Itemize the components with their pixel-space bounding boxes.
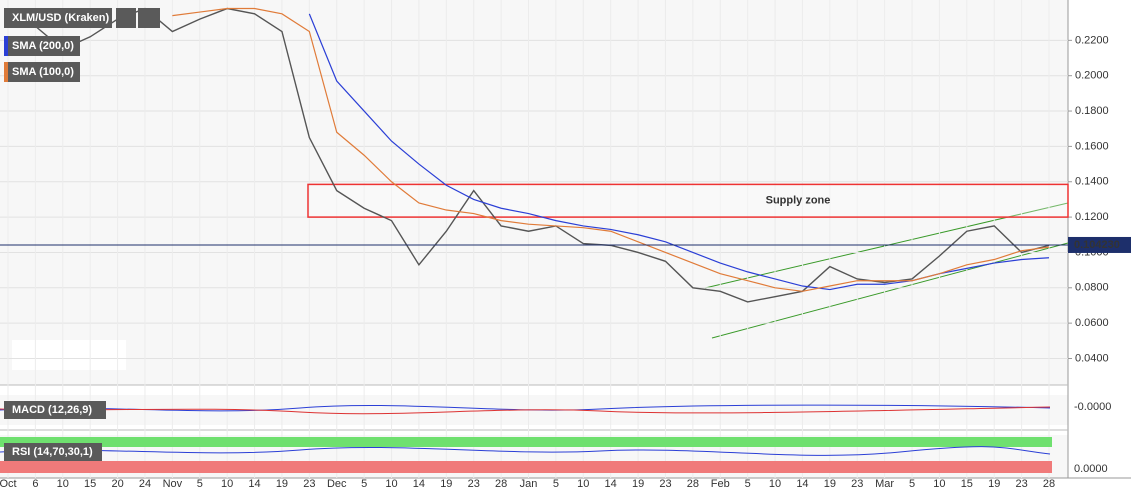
- blank-box: [12, 340, 126, 370]
- rsi-tick: 0.0000: [1074, 463, 1108, 475]
- y-tick-label: 0.0600: [1075, 317, 1109, 329]
- x-tick-label: 23: [303, 478, 315, 490]
- x-tick-label: 24: [139, 478, 151, 490]
- legend-label: SMA (200,0): [12, 40, 74, 52]
- x-tick-label: 28: [495, 478, 507, 490]
- macd-line: [0, 404, 1051, 412]
- x-tick-label: Mar: [875, 478, 894, 490]
- supply-zone-label: Supply zone: [766, 195, 831, 207]
- x-tick-label: 20: [111, 478, 123, 490]
- x-tick-label: 10: [769, 478, 781, 490]
- y-tick-label: 0.1200: [1075, 211, 1109, 223]
- rsi-overbought: [0, 437, 1052, 447]
- y-tick-label: 0.1600: [1075, 140, 1109, 152]
- legend-swatch: [4, 36, 8, 56]
- y-tick-label: 0.0400: [1075, 352, 1109, 364]
- refresh-button[interactable]: [116, 8, 136, 28]
- x-tick-label: 15: [961, 478, 973, 490]
- x-tick-label: 14: [605, 478, 617, 490]
- settings-button[interactable]: [138, 8, 160, 28]
- x-tick-label: 19: [988, 478, 1000, 490]
- y-tick-label: 0.1800: [1075, 105, 1109, 117]
- x-tick-label: 19: [824, 478, 836, 490]
- x-tick-label: 28: [687, 478, 699, 490]
- series-line: [172, 7, 1050, 292]
- x-tick-label: 19: [440, 478, 452, 490]
- x-tick-label: 14: [413, 478, 425, 490]
- x-tick-label: 28: [1043, 478, 1055, 490]
- current-price-label: 0.104230: [1074, 239, 1120, 251]
- x-tick-label: 10: [221, 478, 233, 490]
- x-tick-label: 19: [632, 478, 644, 490]
- legend-box[interactable]: [4, 62, 80, 82]
- x-tick-label: 10: [933, 478, 945, 490]
- x-tick-label: 23: [659, 478, 671, 490]
- price-pane: [0, 0, 1068, 385]
- x-tick-label: Dec: [327, 478, 347, 490]
- legend-box[interactable]: [4, 443, 102, 461]
- x-tick-label: 14: [796, 478, 808, 490]
- macd-tick: -0.0000: [1074, 401, 1111, 413]
- x-tick-label: Jan: [520, 478, 538, 490]
- x-tick-label: Feb: [711, 478, 730, 490]
- legend-label: XLM/USD (Kraken): [12, 12, 110, 24]
- y-tick-label: 0.0800: [1075, 282, 1109, 294]
- x-tick-label: 10: [385, 478, 397, 490]
- x-tick-label: Nov: [163, 478, 183, 490]
- x-tick-label: 23: [468, 478, 480, 490]
- x-tick-label: 5: [197, 478, 203, 490]
- x-tick-label: 23: [1015, 478, 1027, 490]
- y-tick-label: 0.1400: [1075, 176, 1109, 188]
- current-price-tag: [1068, 236, 1131, 253]
- channel-lower: [711, 242, 1069, 339]
- legend-label: SMA (100,0): [12, 66, 74, 78]
- macd-label: MACD (12,26,9): [12, 404, 92, 416]
- x-tick-label: 5: [745, 478, 751, 490]
- x-tick-label: 5: [553, 478, 559, 490]
- x-tick-label: Oct: [0, 478, 17, 490]
- x-tick-label: 5: [909, 478, 915, 490]
- x-tick-label: 6: [32, 478, 38, 490]
- macd-signal: [0, 406, 1051, 415]
- x-tick-label: 10: [577, 478, 589, 490]
- rsi-line: [0, 446, 1051, 456]
- y-tick-label: 0.2200: [1075, 34, 1109, 46]
- x-tick-label: 15: [84, 478, 96, 490]
- x-tick-label: 23: [851, 478, 863, 490]
- rsi-oversold: [0, 461, 1052, 473]
- rsi-label: RSI (14,70,30,1): [12, 446, 93, 458]
- x-tick-label: 19: [276, 478, 288, 490]
- x-tick-label: 5: [361, 478, 367, 490]
- legend-box[interactable]: [4, 401, 106, 419]
- x-tick-label: 10: [57, 478, 69, 490]
- legend-box[interactable]: [4, 8, 112, 28]
- x-tick-label: 14: [248, 478, 260, 490]
- legend-box[interactable]: [4, 36, 80, 56]
- y-tick-label: 0.2000: [1075, 70, 1109, 82]
- supply-zone: [307, 183, 1069, 218]
- legend-swatch: [4, 62, 8, 82]
